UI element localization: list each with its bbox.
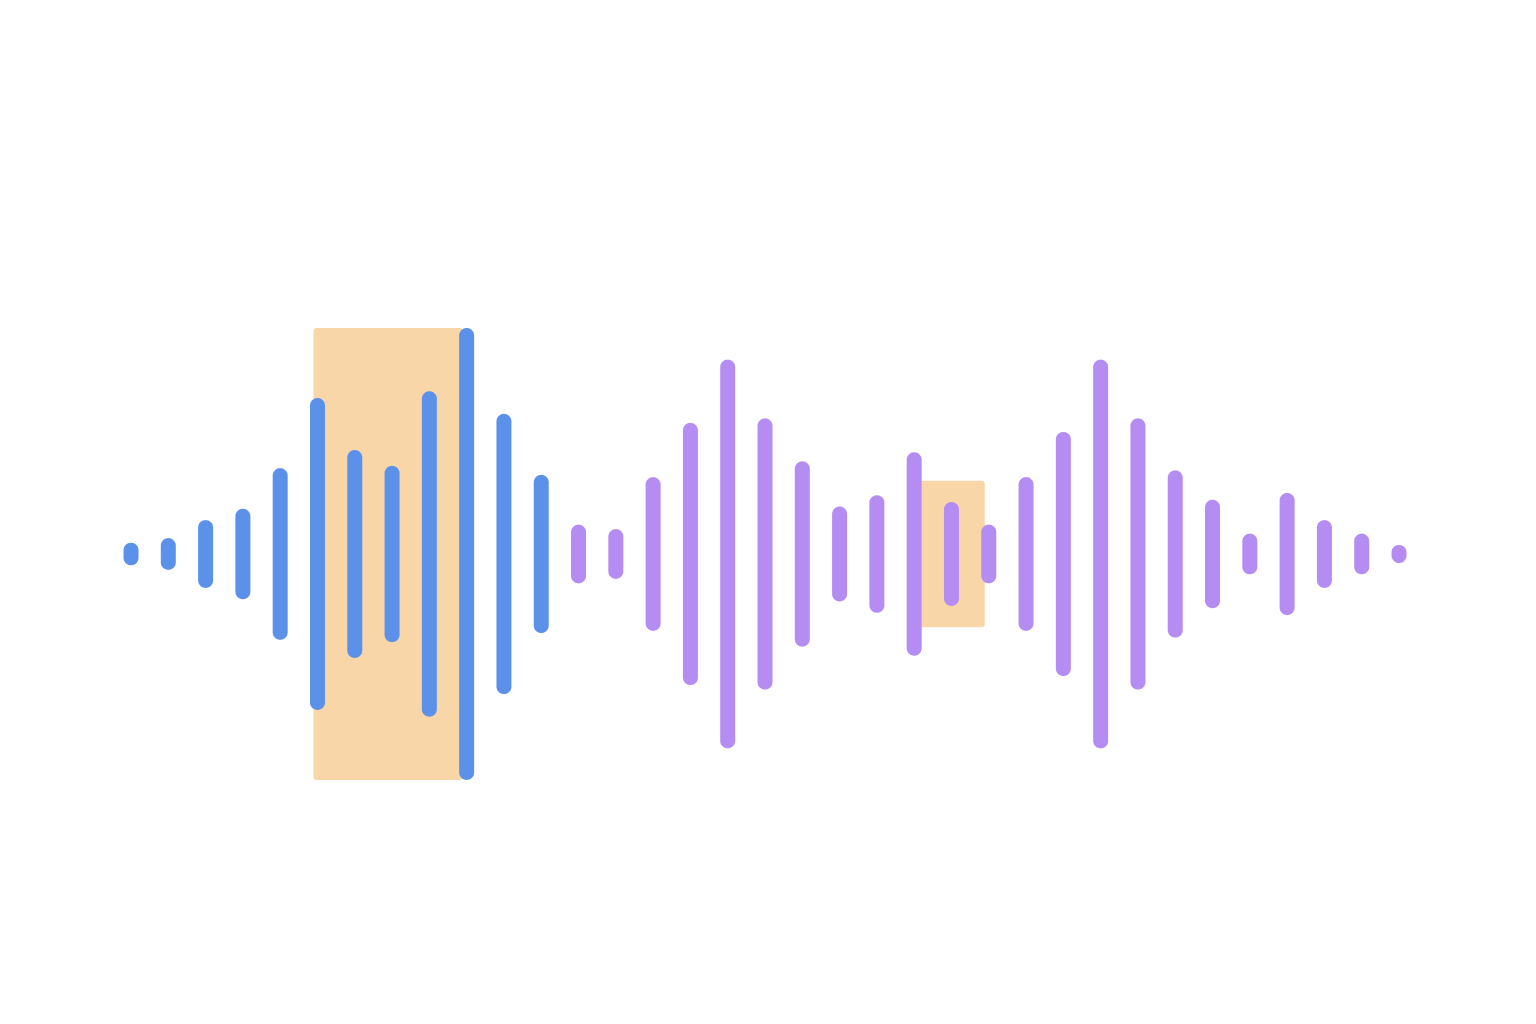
bar-layer (123, 328, 1407, 780)
